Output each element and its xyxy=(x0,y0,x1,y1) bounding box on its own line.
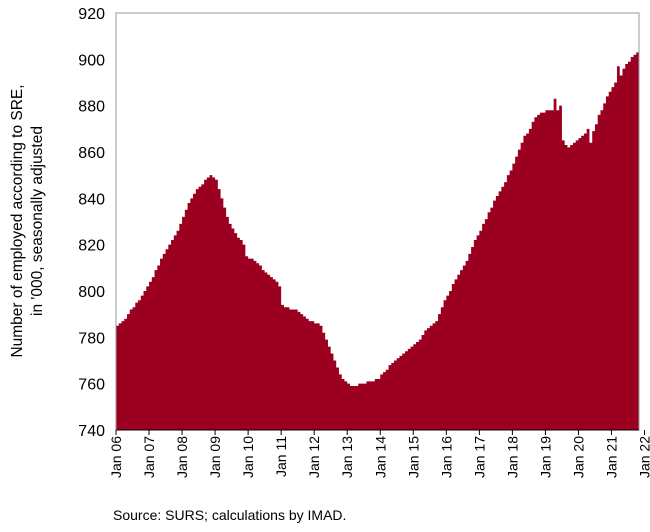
x-tick-label: Jan 22 xyxy=(637,436,650,478)
x-tick-label: Jan 15 xyxy=(405,436,421,478)
y-tick-label: 760 xyxy=(78,377,105,394)
x-tick-label: Jan 08 xyxy=(174,436,190,478)
x-tick-label: Jan 14 xyxy=(372,436,388,478)
x-tick-label: Jan 17 xyxy=(471,436,487,478)
y-axis-ticks: 740 760 780 800 820 840 860 880 900 920 xyxy=(78,6,105,440)
y-axis-label-line-2: in '000, seasonally adjusted xyxy=(29,126,46,316)
x-tick-label: Jan 21 xyxy=(603,436,619,478)
y-tick-label: 920 xyxy=(78,6,105,23)
y-tick-label: 820 xyxy=(78,238,105,255)
y-tick-label: 880 xyxy=(78,99,105,116)
x-tick-label: Jan 07 xyxy=(141,436,157,478)
x-tick-label: Jan 16 xyxy=(438,436,454,478)
x-tick-label: Jan 10 xyxy=(240,436,256,478)
x-tick-label: Jan 09 xyxy=(207,436,223,478)
y-tick-label: 840 xyxy=(78,191,105,208)
y-tick-label: 740 xyxy=(78,423,105,440)
y-tick-label: 780 xyxy=(78,330,105,347)
x-tick-label: Jan 13 xyxy=(339,436,355,478)
y-tick-label: 800 xyxy=(78,284,105,301)
y-tick-label: 900 xyxy=(78,52,105,69)
source-note: Source: SURS; calculations by IMAD. xyxy=(113,507,347,523)
x-axis-ticks: Jan 06 Jan 07 Jan 08 Jan 09 Jan 10 Jan 11 Jan … xyxy=(108,430,650,478)
x-tick-label: Jan 19 xyxy=(537,436,553,478)
data-area xyxy=(116,52,639,430)
x-tick-label: Jan 12 xyxy=(306,436,322,478)
x-tick-label: Jan 20 xyxy=(570,436,586,478)
x-tick-label: Jan 11 xyxy=(273,436,289,477)
x-tick-label: Jan 18 xyxy=(504,436,520,478)
series-area xyxy=(116,52,639,430)
x-tick-label: Jan 06 xyxy=(108,436,124,478)
y-axis-label-line-1: Number of employed according to SRE, xyxy=(9,84,26,357)
y-tick-label: 860 xyxy=(78,145,105,162)
